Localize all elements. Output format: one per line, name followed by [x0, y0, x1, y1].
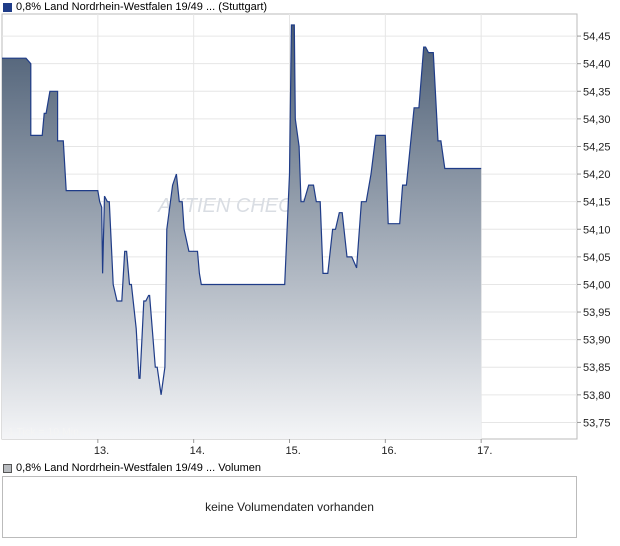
y-tick-label: 54,45 [583, 31, 611, 43]
y-tick-label: 54,00 [583, 279, 611, 291]
series-area [2, 25, 482, 439]
price-chart: 53,75 53,80 53,85 53,90 53,95 54,00 54,05 54,10… [1, 13, 611, 457]
x-tick-label: 13. [94, 445, 109, 457]
y-tick-label: 54,35 [583, 86, 611, 98]
y-tick-label: 54,05 [583, 252, 611, 264]
price-legend-label: 0,8% Land Nordrhein-Westfalen 19/49 ... … [16, 1, 268, 13]
y-tick-label: 54,25 [583, 141, 611, 153]
no-volume-text: keine Volumendaten vorhanden [205, 500, 374, 514]
y-tick-label: 54,30 [583, 114, 611, 126]
y-tick-label: 54,10 [583, 224, 611, 236]
x-tick-label: 14. [190, 445, 205, 457]
price-legend-swatch [3, 2, 12, 12]
y-tick-label: 54,40 [583, 59, 611, 71]
volume-legend-swatch [3, 463, 12, 473]
x-tick-label: 16. [381, 445, 396, 457]
series-line [2, 24, 482, 395]
y-tick-label: 54,20 [583, 169, 611, 181]
y-tick-label: 53,75 [583, 417, 611, 429]
y-tick-label: 53,95 [583, 307, 611, 319]
price-legend: 0,8% Land Nordrhein-Westfalen 19/49 ... … [3, 1, 267, 13]
tick-note: 1 Tick = 10 Min. [8, 426, 82, 438]
volume-legend-label: 0,8% Land Nordrhein-Westfalen 19/49 ... … [16, 462, 262, 474]
y-tick-label: 53,85 [583, 362, 611, 374]
volume-panel: keine Volumendaten vorhanden [2, 476, 577, 538]
volume-legend: 0,8% Land Nordrhein-Westfalen 19/49 ... … [3, 462, 261, 474]
y-tick-label: 54,15 [583, 197, 611, 209]
x-tick-label: 15. [286, 445, 301, 457]
watermark: AKTIEN CHECK [157, 195, 307, 217]
y-tick-label: 53,80 [583, 390, 611, 402]
x-tick-label: 17. [477, 445, 492, 457]
y-tick-label: 53,90 [583, 335, 611, 347]
